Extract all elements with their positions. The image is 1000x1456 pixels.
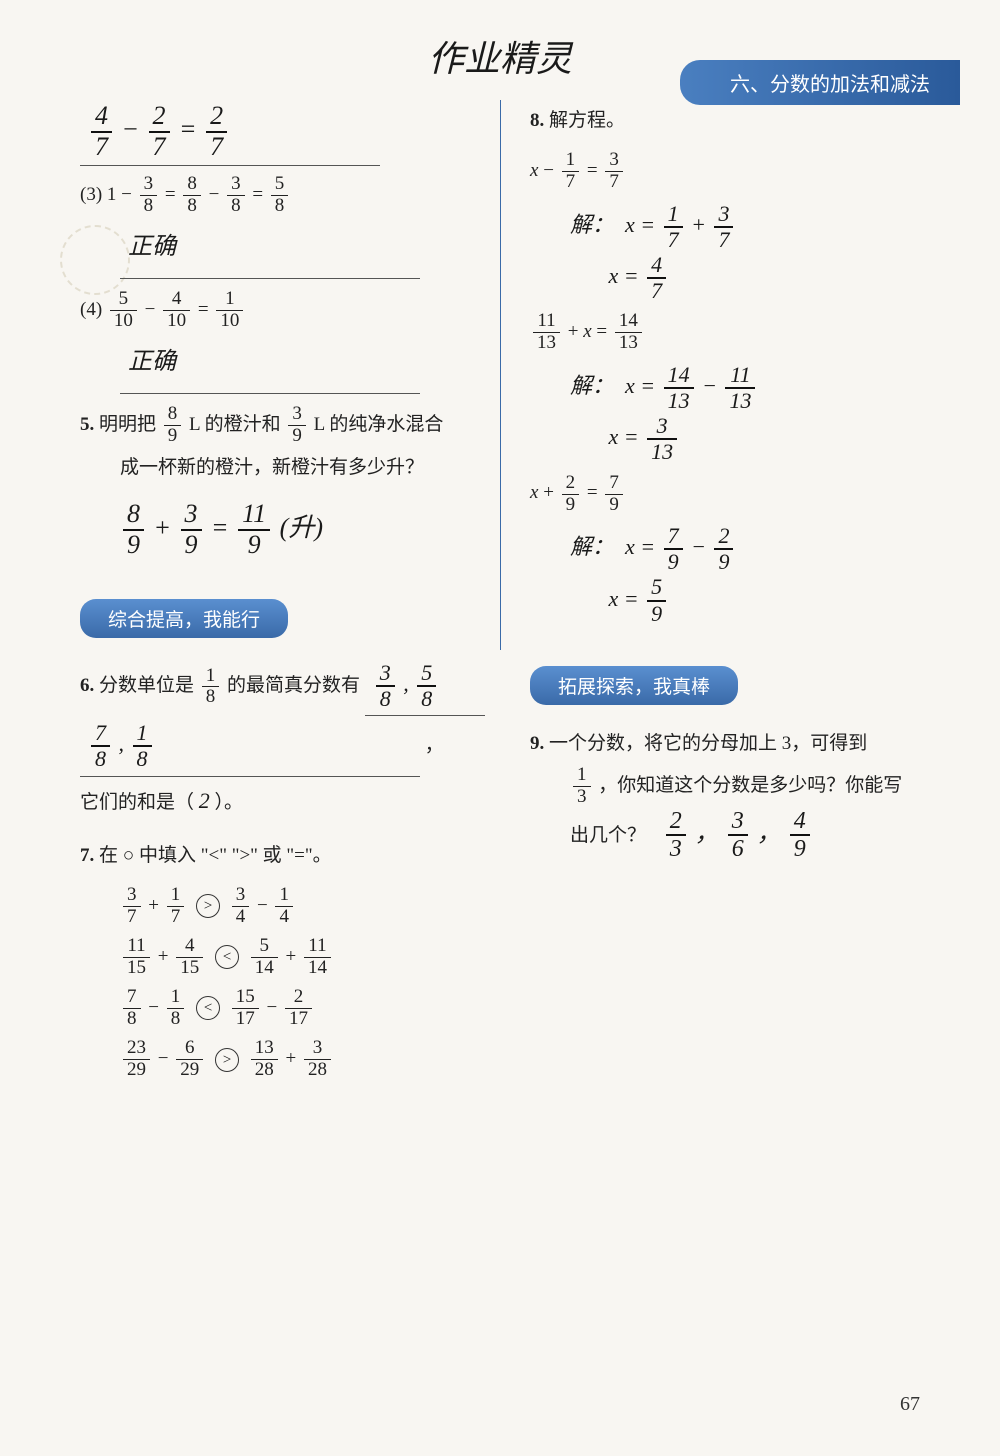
page-number: 67 (900, 1393, 920, 1416)
section-extension: 拓展探索，我真棒 (530, 666, 738, 705)
question-4: (4) 510 − 410 = 110 正确 (80, 289, 500, 394)
section-comprehensive: 综合提高，我能行 (80, 599, 288, 638)
q9-number: 9. (530, 733, 544, 754)
q7-row: 1115 + 415 < 514 + 1114 (120, 936, 500, 979)
q7-row: 37 + 17 > 34 − 14 (120, 885, 500, 928)
q8-sol2: 解： x = 1413 − 1113 x = 313 (570, 362, 950, 464)
q5-number: 5. (80, 414, 94, 435)
right-column: 8. 解方程。 x − 17 = 37 解： x = 17 + 37 x = 4… (530, 100, 950, 872)
question-8: 8. 解方程。 x − 17 = 37 解： x = 17 + 37 x = 4… (530, 100, 950, 626)
q3-answer: 正确 (120, 217, 420, 279)
q4-answer: 正确 (120, 332, 420, 394)
q6-ans2: 78 , 18 (80, 716, 420, 776)
q8-eq2: 1113 + x = 1413 (530, 311, 950, 354)
q4-label: (4) (80, 299, 102, 320)
q3-label: (3) (80, 184, 102, 205)
hw-answer-top: 47 − 27 = 27 (80, 98, 500, 166)
question-7: 7. 在 ○ 中填入 "<" ">" 或 "="。 37 + 17 > 34 −… (80, 835, 500, 1081)
column-divider (500, 100, 501, 650)
q8-eq1: x − 17 = 37 (530, 150, 950, 193)
comparison-circle: > (215, 1048, 239, 1072)
chapter-header: 六、分数的加法和减法 (680, 60, 960, 105)
handwriting: 47 − 27 = 27 (80, 98, 380, 166)
q8-eq3: x + 29 = 79 (530, 472, 950, 515)
q9-answer: 23 ， 36 ， 49 (663, 821, 813, 847)
q6-sum: 2 (199, 788, 210, 813)
q5-handwriting: 89 + 39 = 119 (升) (120, 499, 500, 560)
q6-ans1: 38 , 58 (365, 656, 485, 716)
q7-row: 2329 − 629 > 1328 + 328 (120, 1038, 500, 1081)
comparison-circle: < (196, 996, 220, 1020)
left-column: 47 − 27 = 27 (3) 1 − 38 = 88 − 38 = 58 正… (80, 90, 500, 1091)
q8-sol3: 解： x = 79 − 29 x = 59 (570, 523, 950, 625)
question-6: 6. 分数单位是 18 的最简真分数有 38 , 58 78 , 18 ， 它们… (80, 656, 500, 825)
comparison-circle: < (215, 945, 239, 969)
q7-rows: 37 + 17 > 34 − 14 1115 + 415 < 514 + 1114… (120, 885, 500, 1081)
q7-row: 78 − 18 < 1517 − 217 (120, 987, 500, 1030)
q6-number: 6. (80, 675, 94, 696)
question-9: 9. 一个分数，将它的分母加上 3，可得到 13 ，你知道这个分数是多少吗？你能… (530, 723, 950, 863)
page: 作业精灵 六、分数的加法和减法 47 − 27 = 27 (3) 1 − 38 … (0, 0, 1000, 1456)
question-3: (3) 1 − 38 = 88 − 38 = 58 正确 (80, 174, 500, 279)
q8-number: 8. (530, 110, 544, 131)
q8-sol1: 解： x = 17 + 37 x = 47 (570, 201, 950, 303)
q7-number: 7. (80, 845, 94, 866)
question-5: 5. 明明把 89 L 的橙汁和 39 L 的纯净水混合 成一杯新的橙汁，新橙汁… (80, 404, 500, 559)
watermark: 作业精灵 (428, 30, 572, 82)
comparison-circle: > (196, 894, 220, 918)
